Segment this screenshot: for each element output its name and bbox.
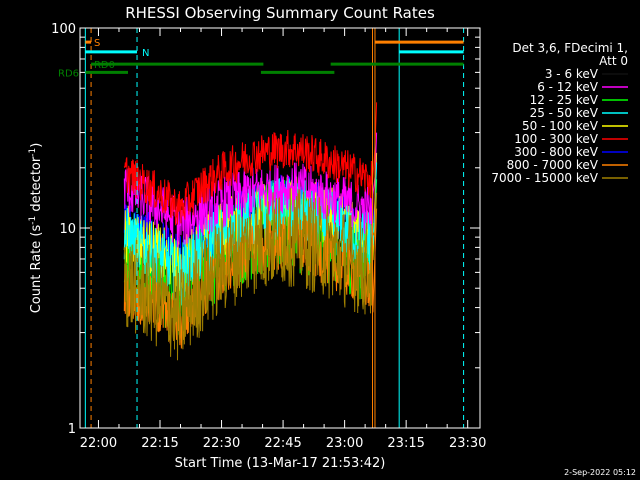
- legend-header-line-1: Det 3,6, FDecimi 1,: [512, 41, 628, 55]
- plot-timestamp: 2-Sep-2022 05:12: [564, 468, 636, 477]
- legend-label-4: 50 - 100 keV: [522, 119, 599, 133]
- state-label-N: N: [142, 48, 149, 59]
- x-axis-label: Start Time (13-Mar-17 21:53:42): [175, 456, 386, 471]
- state-label-RD0: RD0: [94, 60, 115, 71]
- legend-label-7: 800 - 7000 keV: [507, 158, 599, 172]
- y-tick-label: 100: [51, 22, 76, 37]
- series-line-5: [123, 102, 378, 226]
- state-label-rd6: RD6: [58, 68, 79, 79]
- legend-label-8: 7000 - 15000 keV: [491, 171, 598, 185]
- legend-label-0: 3 - 6 keV: [545, 67, 599, 81]
- x-tick-label: 22:45: [264, 436, 301, 451]
- axis-ticks: 22:00 22:15 22:30 22:45 23:00 23:15 23:30 1 10 10…: [51, 22, 486, 451]
- x-tick-label: 22:00: [80, 436, 117, 451]
- legend-header-line-2: Att 0: [599, 54, 628, 68]
- series-line-1: [123, 132, 378, 248]
- state-label-S: S: [94, 38, 100, 49]
- legend-label-2: 12 - 25 keV: [530, 93, 599, 107]
- series-line-0: [123, 35, 378, 104]
- x-tick-label: 23:00: [326, 436, 363, 451]
- y-tick-label: 10: [59, 222, 76, 237]
- x-tick-label: 22:15: [141, 436, 178, 451]
- series-layer: [123, 35, 378, 361]
- legend-label-1: 6 - 12 keV: [537, 80, 599, 94]
- x-tick-label: 23:15: [387, 436, 424, 451]
- chart-title: RHESSI Observing Summary Count Rates: [125, 4, 435, 22]
- y-axis-label: Count Rate (s-1 detector-1): [28, 143, 44, 314]
- x-tick-label: 23:30: [449, 436, 486, 451]
- legend-label-6: 300 - 800 keV: [514, 145, 598, 159]
- x-tick-label: 22:30: [203, 436, 240, 451]
- legend-label-3: 25 - 50 keV: [530, 106, 599, 120]
- legend-label-5: 100 - 300 keV: [514, 132, 598, 146]
- y-tick-label: 1: [68, 422, 76, 437]
- series-line-8: [123, 187, 378, 361]
- state-bars: S N RD0 RD6: [58, 38, 464, 79]
